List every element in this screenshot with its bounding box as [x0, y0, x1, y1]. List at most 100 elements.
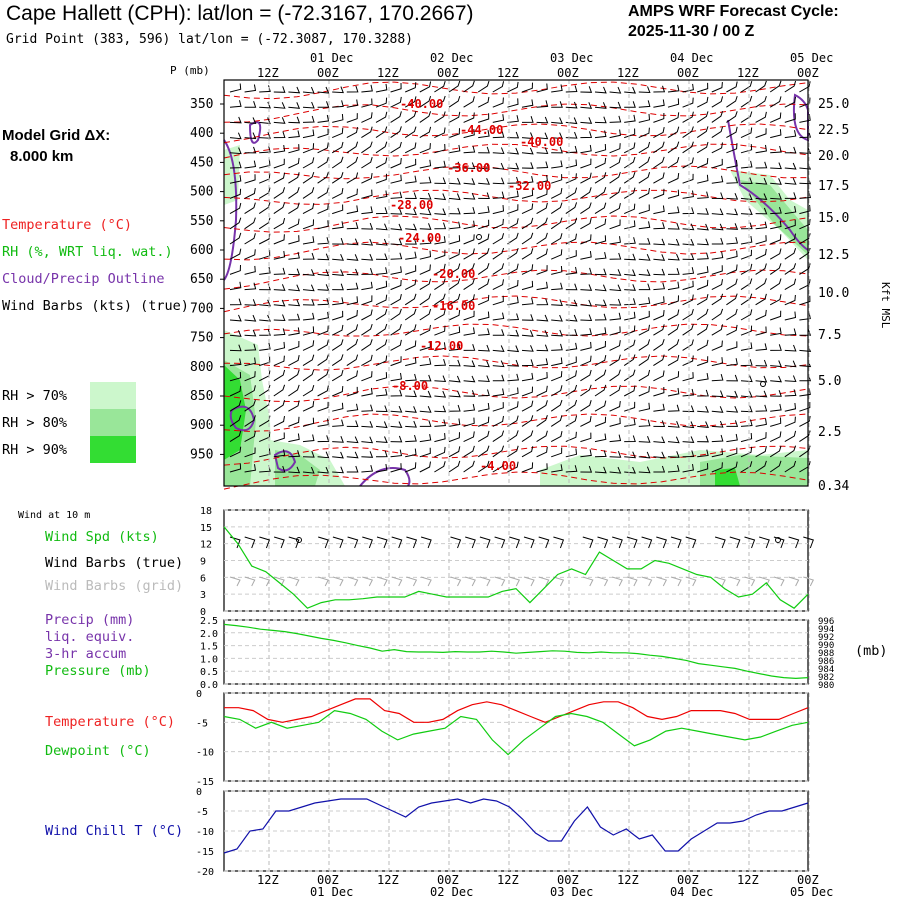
- wind-barb: [492, 295, 504, 306]
- top-date-label: 04 Dec: [670, 51, 713, 65]
- wind-barb: [434, 461, 446, 473]
- rh80-swatch: [90, 409, 136, 436]
- wind-barb: [755, 144, 767, 154]
- wind-barb: [580, 86, 593, 93]
- wind-barb: [653, 465, 666, 473]
- wind-barb: [770, 375, 782, 383]
- wind-barb: [302, 284, 315, 292]
- wind-barb: [726, 81, 738, 93]
- isotherm-line-3: [223, 143, 809, 159]
- wind-barb: [623, 156, 636, 169]
- wind-barb: [302, 466, 315, 474]
- wind-barb: [580, 187, 592, 199]
- wind-barb: [711, 406, 724, 413]
- wind-barb: [521, 147, 534, 155]
- wind-barb: [653, 156, 665, 169]
- wind-barb: [259, 342, 271, 351]
- wind-barb: [244, 399, 256, 412]
- legend-cloud-outline: Cloud/Precip Outline: [2, 271, 165, 287]
- wind-barb: [361, 323, 373, 336]
- wind-barb: [536, 147, 549, 155]
- wind-barb: [551, 174, 563, 184]
- wind-barb: [463, 234, 475, 245]
- wind-barb: [302, 115, 315, 123]
- wind10m-barb: [670, 536, 682, 549]
- wind-barb: [405, 82, 417, 93]
- wind-barb: [259, 250, 271, 260]
- wind-barb: [390, 293, 402, 306]
- wind-barb: [419, 324, 431, 336]
- wind-barb: [624, 466, 636, 474]
- wind-barb: [434, 390, 447, 398]
- wind-barb: [507, 147, 520, 155]
- wind10m-barb: [803, 536, 814, 549]
- wind-barb: [667, 309, 680, 321]
- wind-barb: [258, 217, 271, 230]
- wind-barb: [638, 466, 651, 474]
- wind-barb: [784, 219, 796, 230]
- wind-barb: [521, 232, 534, 245]
- wind-barb: [580, 158, 592, 169]
- wind-barb: [273, 131, 286, 139]
- wind-barb: [229, 446, 242, 458]
- precip-tick-label: 0.5: [200, 667, 218, 678]
- wind-barb: [580, 217, 592, 230]
- wind10m-grid-barb: [582, 576, 594, 587]
- height-tick-label: 2.5: [818, 425, 841, 440]
- wind10m-grid-barb: [450, 576, 462, 587]
- wind-barb: [273, 314, 286, 322]
- wind-barb: [288, 144, 300, 154]
- wind-barb: [434, 309, 446, 321]
- wind-barb: [799, 114, 811, 123]
- wind-barb: [740, 342, 753, 351]
- wind-barb: [302, 312, 315, 321]
- wind-barb: [609, 284, 622, 292]
- isotherm-line-6: [223, 215, 809, 233]
- wind-barb: [697, 238, 709, 246]
- wind-barb: [726, 278, 738, 291]
- wind-barb: [653, 339, 665, 351]
- wind-barb: [361, 436, 374, 444]
- pressure-tick-label: 500: [190, 185, 213, 200]
- wind-barb: [448, 309, 461, 321]
- wind-barb: [667, 436, 680, 444]
- wind-barb: [770, 390, 782, 397]
- wind-barb: [346, 205, 359, 215]
- legend-rh90: RH > 90%: [2, 442, 68, 458]
- wind-barb: [375, 207, 388, 215]
- wind10m-barb: [553, 536, 565, 549]
- height-axis-title: Kft MSL: [879, 282, 892, 329]
- wind-barb: [507, 430, 519, 443]
- wind-barb: [594, 268, 607, 276]
- wind-barb: [229, 463, 242, 473]
- wind-barb: [740, 359, 753, 367]
- wind-barb: [259, 132, 271, 139]
- wind-barb: [770, 360, 782, 368]
- wind-barb: [419, 143, 431, 154]
- wind-barb: [390, 279, 402, 291]
- wind-barb: [667, 268, 680, 275]
- legend-rh: RH (%, WRT liq. wat.): [2, 244, 173, 260]
- top-time-label: 12Z: [377, 66, 399, 80]
- wind10m-barb: [582, 536, 594, 549]
- wind-barb: [331, 369, 344, 382]
- wind-barb: [521, 462, 534, 473]
- wind-barb: [682, 355, 694, 367]
- pressure-tick-label: 400: [190, 126, 213, 141]
- label-dewpoint: Dewpoint (°C): [45, 743, 151, 759]
- pressure-tick-label: 800: [190, 360, 213, 375]
- wind-barb: [609, 401, 621, 412]
- wind-barb: [361, 189, 373, 199]
- wind-barb: [638, 86, 651, 94]
- wind-barb: [740, 375, 753, 383]
- wind-barb: [448, 161, 461, 169]
- wind-barb: [361, 281, 373, 291]
- wind-barb: [609, 369, 621, 382]
- bottom-time-label: 12Z: [497, 873, 519, 887]
- wind-barb: [302, 157, 315, 169]
- wind-barb: [726, 159, 738, 169]
- wind-barb: [390, 238, 403, 246]
- wind-barb: [784, 263, 797, 275]
- wind-barb: [667, 451, 680, 458]
- wind-barb: [375, 267, 388, 275]
